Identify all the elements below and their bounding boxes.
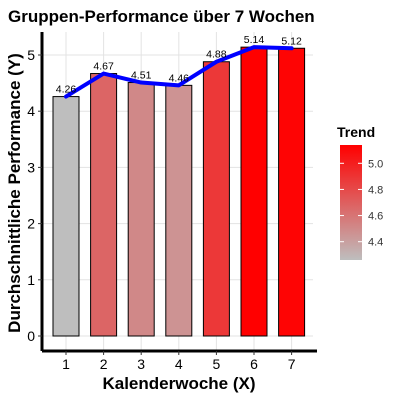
- legend-colorbar: [340, 145, 362, 260]
- y-tick-label-5: 5: [27, 47, 35, 63]
- bar-week-1: [52, 96, 80, 337]
- bar-week-2: [90, 73, 118, 337]
- legend-tick-label-2: 4.8: [368, 184, 383, 196]
- chart-title: Gruppen-Performance über 7 Wochen: [8, 7, 315, 26]
- bar-week-6: [240, 46, 268, 337]
- bar-week-3: [127, 82, 155, 337]
- data-label-week-7: 5.12: [281, 35, 302, 47]
- legend-title: Trend: [337, 124, 375, 140]
- y-tick-label-4: 4: [27, 103, 35, 119]
- legend: Trend 4.4 4.6 4.8 5.0: [337, 124, 383, 260]
- bars: [52, 46, 306, 337]
- data-label-week-3: 4.51: [131, 70, 152, 82]
- trend-line: [64, 45, 294, 99]
- bar-week-7: [278, 47, 306, 337]
- y-tick-label-2: 2: [27, 216, 35, 232]
- trend-line-layer: [64, 45, 294, 99]
- x-axis-title: Kalenderwoche (X): [102, 374, 255, 393]
- x-tick-label-2: 2: [100, 356, 108, 372]
- x-tick-label-7: 7: [288, 356, 296, 372]
- data-label-week-2: 4.67: [93, 61, 114, 73]
- bar-week-5: [202, 61, 230, 337]
- data-label-week-5: 4.88: [206, 49, 227, 61]
- legend-tick-label-3: 5.0: [368, 158, 383, 170]
- y-tick-label-0: 0: [27, 328, 35, 344]
- x-tick-label-5: 5: [213, 356, 221, 372]
- axes: 0 1 2 3 4 5 1 2 3 4 5 6 7: [27, 32, 317, 372]
- y-tick-label-1: 1: [27, 272, 35, 288]
- legend-tick-label-0: 4.4: [368, 237, 383, 249]
- y-axis-title: Durchschnittliche Performance (Y): [5, 53, 24, 333]
- x-tick-label-1: 1: [62, 356, 70, 372]
- x-tick-label-3: 3: [137, 356, 145, 372]
- data-label-week-6: 5.14: [244, 34, 265, 46]
- x-tick-label-4: 4: [175, 356, 183, 372]
- data-label-week-1: 4.26: [56, 84, 77, 96]
- data-labels: 4.26 4.67 4.51 4.46 4.88 5.14 5.12: [56, 34, 302, 95]
- bar-week-4: [165, 84, 193, 337]
- data-label-week-4: 4.46: [169, 72, 190, 84]
- legend-ticks: 4.4 4.6 4.8 5.0: [340, 158, 383, 249]
- x-tick-label-6: 6: [250, 356, 258, 372]
- y-tick-label-3: 3: [27, 159, 35, 175]
- legend-tick-label-1: 4.6: [368, 211, 383, 223]
